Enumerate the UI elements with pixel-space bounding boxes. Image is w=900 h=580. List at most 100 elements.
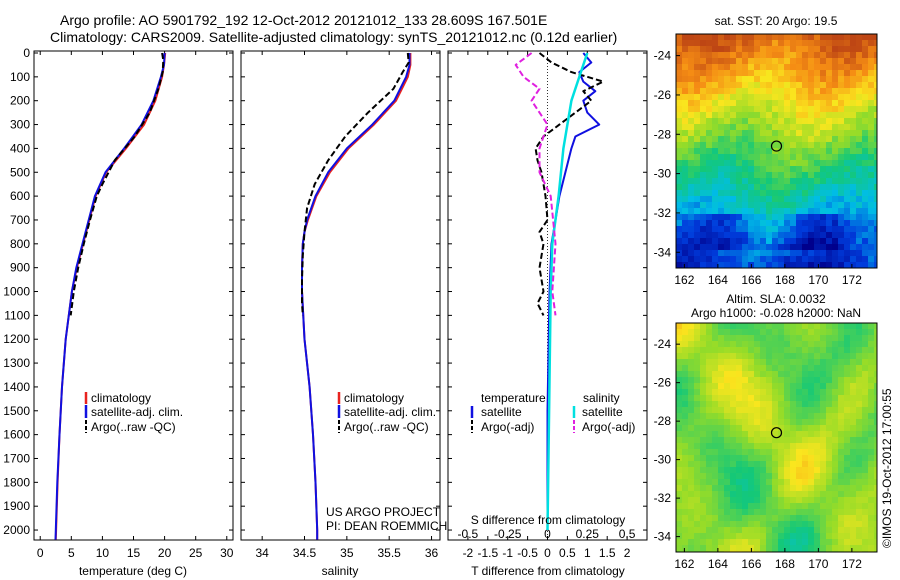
- map-cell: [784, 437, 791, 444]
- map-cell: [844, 329, 851, 336]
- map-cell: [700, 341, 707, 348]
- map-cell: [688, 419, 695, 426]
- map-cell: [802, 479, 809, 486]
- map-cell: [742, 461, 749, 468]
- map-cell: [784, 40, 791, 47]
- map-cell: [778, 377, 785, 384]
- map-cell: [820, 40, 827, 47]
- map-cell: [784, 262, 791, 268]
- map-cell: [832, 479, 839, 486]
- map-cell: [742, 94, 749, 101]
- map-cell: [772, 238, 779, 245]
- map-cell: [790, 88, 797, 95]
- map-cell: [838, 202, 845, 209]
- map-cell: [808, 467, 815, 474]
- map-cell: [730, 443, 737, 450]
- map-cell: [772, 76, 779, 83]
- map-cell: [874, 154, 877, 161]
- map-cell: [748, 130, 755, 137]
- map-cell: [838, 226, 845, 233]
- map-cell: [784, 220, 791, 227]
- map-cell: [826, 425, 833, 432]
- map-cell: [808, 160, 815, 167]
- map-cell: [838, 40, 845, 47]
- map-cell: [862, 491, 869, 498]
- map-cell: [844, 479, 851, 486]
- map-cell: [826, 220, 833, 227]
- map-cell: [790, 34, 797, 41]
- map-cell: [874, 250, 877, 257]
- map-cell: [814, 443, 821, 450]
- map-cell: [844, 419, 851, 426]
- map-cell: [766, 449, 773, 456]
- map-cell: [868, 479, 875, 486]
- map-cell: [832, 383, 839, 390]
- map-cell: [778, 455, 785, 462]
- xtick2-label: -0.25: [494, 527, 522, 541]
- map-cell: [874, 485, 877, 492]
- map-cell: [778, 58, 785, 65]
- map-cell: [694, 130, 701, 137]
- map-cell: [754, 184, 761, 191]
- map-cell: [736, 515, 743, 522]
- map-cell: [736, 52, 743, 59]
- map-cell: [868, 377, 875, 384]
- map-cell: [748, 467, 755, 474]
- map-cell: [682, 539, 689, 546]
- map-cell: [832, 491, 839, 498]
- map-cell: [736, 124, 743, 131]
- map-cell: [724, 461, 731, 468]
- map-cell: [676, 353, 683, 360]
- map-cell: [724, 419, 731, 426]
- map-cell: [868, 88, 875, 95]
- map-cell: [682, 130, 689, 137]
- map-cell: [790, 545, 797, 552]
- map-cell: [742, 407, 749, 414]
- map-cell: [820, 208, 827, 215]
- map-cell: [682, 40, 689, 47]
- map-cell: [790, 539, 797, 546]
- map-cell: [688, 395, 695, 402]
- map-cell: [856, 509, 863, 516]
- map-cell: [682, 347, 689, 354]
- map-cell: [772, 527, 779, 534]
- map-xtick-label: 162: [674, 557, 694, 571]
- map-cell: [754, 58, 761, 65]
- map-cell: [850, 130, 857, 137]
- map-cell: [766, 419, 773, 426]
- legend-temperature-header: temperature: [481, 391, 546, 405]
- map-cell: [712, 196, 719, 203]
- map-cell: [826, 238, 833, 245]
- map-cell: [694, 232, 701, 239]
- map-cell: [694, 437, 701, 444]
- map-cell: [832, 473, 839, 480]
- map-cell: [874, 226, 877, 233]
- map-cell: [754, 190, 761, 197]
- map-cell: [784, 112, 791, 119]
- map-cell: [868, 214, 875, 221]
- map-cell: [868, 431, 875, 438]
- map-cell: [700, 106, 707, 113]
- map-cell: [820, 226, 827, 233]
- map-cell: [724, 184, 731, 191]
- map-cell: [844, 383, 851, 390]
- map-cell: [802, 395, 809, 402]
- xtick-label: 34.5: [293, 546, 317, 560]
- map-ytick-label: -28: [654, 414, 672, 428]
- map-cell: [694, 461, 701, 468]
- map-cell: [676, 142, 683, 149]
- map-cell: [856, 142, 863, 149]
- map-cell: [826, 76, 833, 83]
- map-cell: [778, 244, 785, 251]
- map-cell: [760, 347, 767, 354]
- map-cell: [730, 449, 737, 456]
- map-cell: [868, 262, 875, 268]
- map-cell: [826, 353, 833, 360]
- map-cell: [814, 527, 821, 534]
- map-cell: [718, 76, 725, 83]
- map-cell: [826, 503, 833, 510]
- map-cell: [820, 353, 827, 360]
- map-cell: [712, 112, 719, 119]
- map-cell: [832, 341, 839, 348]
- map-cell: [700, 160, 707, 167]
